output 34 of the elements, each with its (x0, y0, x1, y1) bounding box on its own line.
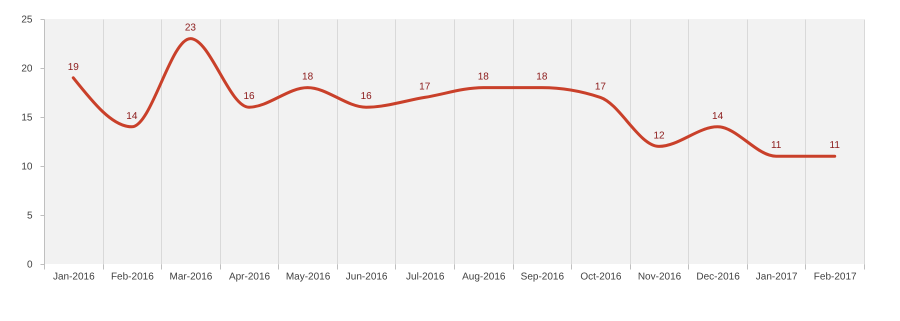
x-tick-label: Dec-2016 (696, 272, 740, 282)
x-tick-label: Jan-2016 (52, 272, 96, 282)
data-label: 17 (594, 81, 606, 92)
data-label: 17 (419, 81, 431, 92)
x-tick-label: Apr-2016 (228, 272, 271, 282)
y-tick-label: 15 (21, 112, 33, 124)
data-label: 16 (243, 91, 255, 102)
data-label: 11 (830, 140, 840, 152)
x-tick-label: Nov-2016 (638, 272, 682, 282)
y-tick-label: 20 (21, 64, 33, 74)
x-tick-label: Jan-2017 (756, 272, 798, 282)
data-label: 14 (712, 110, 724, 122)
data-label: 23 (184, 22, 196, 34)
data-label: 16 (360, 91, 372, 102)
y-tick-label: 0 (26, 260, 33, 270)
x-tick-label: Jun-2016 (346, 272, 388, 282)
x-tick-label: Oct-2016 (580, 272, 622, 282)
x-tick-label: Jul-2016 (406, 272, 445, 282)
y-tick-label: 5 (26, 210, 33, 222)
data-label: 11 (770, 140, 782, 152)
x-tick-label: Mar-2016 (170, 272, 213, 282)
y-tick-label: 25 (21, 14, 33, 26)
data-label: 18 (302, 72, 314, 83)
x-tick-label: May-2016 (286, 272, 331, 282)
data-label: 18 (478, 72, 490, 83)
data-label: 18 (536, 72, 548, 83)
data-label: 14 (126, 110, 138, 122)
x-tick-label: Sep-2016 (520, 272, 564, 282)
x-tick-label: Aug-2016 (462, 272, 506, 282)
data-label: 12 (653, 130, 665, 142)
x-tick-label: Feb-2017 (814, 272, 858, 282)
y-tick-label: 10 (21, 162, 33, 172)
x-tick-label: Feb-2016 (110, 272, 154, 282)
data-label: 19 (68, 62, 80, 73)
